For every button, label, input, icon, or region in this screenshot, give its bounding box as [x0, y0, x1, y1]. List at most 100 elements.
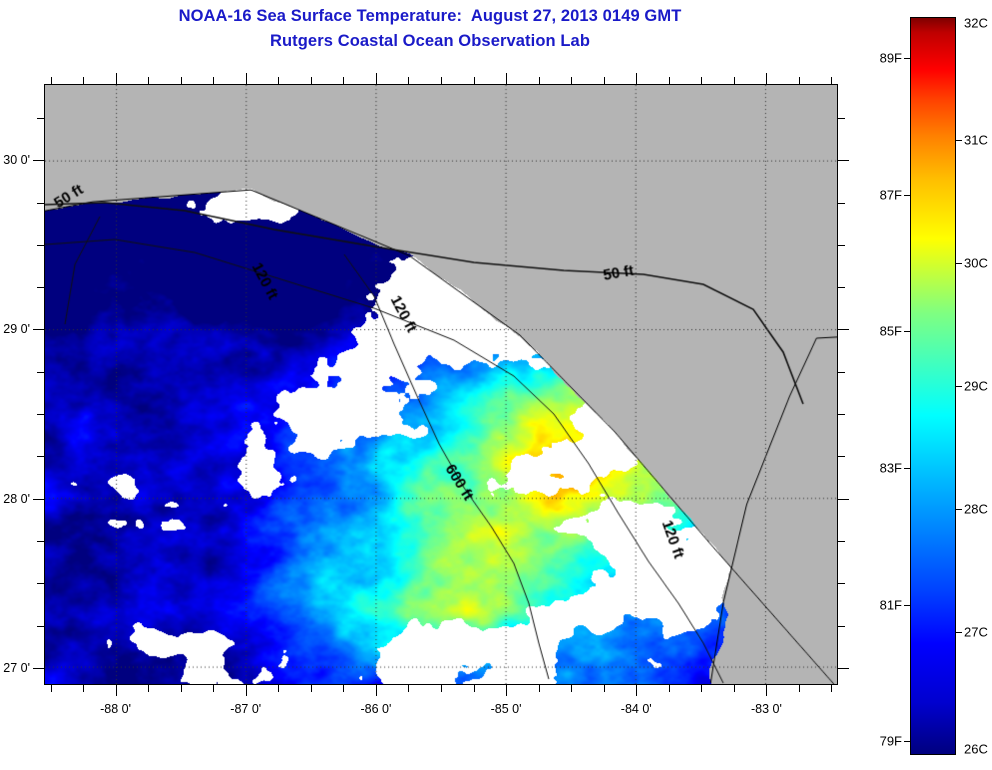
x-tick-minor: [603, 685, 605, 692]
x-tick-minor: [733, 77, 735, 84]
x-tick-minor: [603, 77, 605, 84]
x-tick-major: [115, 685, 117, 696]
x-tick-minor: [733, 685, 735, 692]
x-tick-major: [636, 685, 638, 696]
x-axis-label: -84 0': [620, 702, 652, 716]
x-tick-major: [506, 685, 508, 696]
x-tick-minor: [83, 685, 85, 692]
x-tick-minor: [441, 685, 442, 692]
y-tick-minor: [838, 117, 845, 119]
x-tick-major: [245, 685, 247, 696]
sst-map[interactable]: [44, 84, 838, 685]
x-tick-minor: [343, 685, 345, 692]
x-tick-major-top: [506, 73, 508, 84]
x-tick-minor: [668, 77, 670, 84]
colorbar-tick-fahrenheit: [904, 194, 910, 196]
x-tick-minor: [798, 685, 800, 692]
colorbar-label-celsius: 32C: [964, 15, 988, 31]
page-subtitle: Rutgers Coastal Ocean Observation Lab: [269, 32, 591, 50]
y-axis-label: 27 0': [3, 661, 30, 676]
y-tick-minor: [37, 371, 44, 373]
x-tick-minor: [571, 77, 573, 84]
colorbar-label-fahrenheit: 79F: [879, 733, 902, 749]
colorbar-tick-celsius: [956, 632, 962, 633]
page-title: NOAA-16 Sea Surface Temperature: August …: [178, 7, 682, 25]
x-tick-minor: [278, 77, 280, 84]
colorbar-label-fahrenheit: 85F: [879, 323, 902, 339]
y-tick-major: [33, 498, 44, 500]
x-tick-minor: [831, 77, 833, 84]
y-axis-label: 29 0': [3, 322, 30, 337]
colorbar-tick-fahrenheit: [904, 468, 910, 469]
y-tick-major-right: [838, 498, 849, 500]
y-tick-major-right: [838, 329, 849, 331]
x-tick-minor: [343, 77, 345, 84]
x-tick-minor: [148, 77, 150, 84]
y-tick-minor: [838, 414, 845, 416]
x-tick-minor: [441, 77, 442, 84]
x-tick-minor: [473, 77, 475, 84]
y-tick-minor: [838, 583, 845, 585]
y-tick-major: [33, 329, 44, 331]
colorbar-tick-celsius: [956, 140, 962, 141]
colorbar-tick-fahrenheit: [904, 58, 910, 59]
colorbar-tick-fahrenheit: [904, 741, 910, 743]
colorbar-tick-fahrenheit: [904, 331, 910, 333]
sst-heatmap-canvas[interactable]: [45, 85, 837, 684]
y-tick-minor: [37, 117, 44, 119]
colorbar-label-celsius: 28C: [964, 501, 988, 517]
x-tick-major-top: [375, 73, 377, 84]
x-axis-label: -87 0': [230, 702, 262, 716]
x-tick-minor: [538, 685, 540, 692]
x-tick-minor: [180, 685, 182, 692]
y-tick-major-right: [838, 160, 849, 162]
x-tick-minor: [538, 77, 540, 84]
colorbar-tick-fahrenheit: [904, 604, 910, 606]
x-tick-minor: [50, 77, 52, 84]
y-tick-minor: [838, 456, 845, 458]
colorbar-label-fahrenheit: 89F: [879, 50, 902, 66]
x-tick-major-top: [115, 73, 117, 84]
y-tick-minor: [37, 414, 44, 416]
colorbar[interactable]: 26C 27C 28C 29C 30C 31C 32C 79F 81F 83F 85F 87F 89F: [880, 16, 988, 757]
x-tick-minor: [668, 685, 670, 692]
x-tick-minor: [831, 685, 833, 692]
y-tick-minor: [37, 287, 44, 289]
colorbar-label-celsius: 29C: [964, 378, 988, 394]
x-axis-label: -86 0': [360, 702, 392, 716]
y-tick-minor: [37, 541, 44, 543]
x-tick-minor: [180, 77, 182, 84]
colorbar-gradient[interactable]: [910, 17, 956, 755]
x-tick-minor: [473, 685, 475, 692]
y-tick-minor: [838, 625, 845, 627]
y-tick-minor: [838, 244, 845, 246]
colorbar-label-celsius: 31C: [964, 132, 988, 148]
x-tick-minor: [310, 77, 312, 84]
x-tick-minor: [408, 77, 410, 84]
title-block: NOAA-16 Sea Surface Temperature: August …: [0, 4, 860, 54]
y-tick-major: [33, 668, 44, 670]
colorbar-label-fahrenheit: 81F: [879, 597, 902, 613]
y-tick-minor: [37, 456, 44, 458]
colorbar-label-celsius: 27C: [964, 624, 988, 640]
x-tick-minor: [148, 685, 150, 692]
y-tick-minor: [37, 625, 44, 627]
y-tick-major-right: [838, 668, 849, 670]
colorbar-label-celsius: 26C: [964, 741, 988, 757]
x-tick-minor: [83, 77, 85, 84]
colorbar-tick-celsius: [956, 386, 962, 387]
y-tick-minor: [838, 371, 845, 373]
y-tick-minor: [37, 583, 44, 585]
x-tick-major-top: [245, 73, 247, 84]
x-tick-major: [766, 685, 768, 696]
y-tick-minor: [838, 287, 845, 289]
colorbar-label-fahrenheit: 83F: [879, 460, 902, 476]
x-tick-minor: [571, 685, 573, 692]
x-axis-label: -85 0': [490, 702, 522, 716]
colorbar-label-fahrenheit: 87F: [879, 187, 902, 203]
x-axis-label: -88 0': [100, 702, 132, 716]
x-tick-major-top: [636, 73, 638, 84]
y-axis-label: 28 0': [3, 491, 30, 506]
x-tick-minor: [213, 685, 215, 692]
x-tick-minor: [798, 77, 800, 84]
